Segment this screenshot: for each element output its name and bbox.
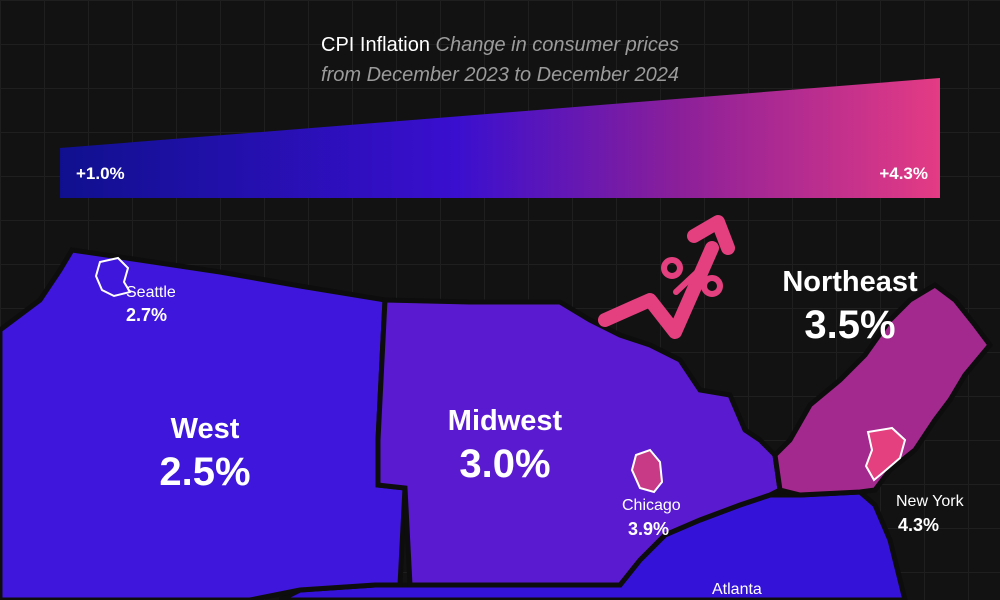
region-northeast-shape: [772, 281, 994, 498]
scale-min-label: +1.0%: [76, 164, 125, 183]
scale-max-label: +4.3%: [879, 164, 928, 183]
city-new-york-name: New York: [896, 493, 964, 510]
city-seattle-value: 2.7%: [126, 305, 168, 325]
chart-title: CPI Inflation Change in consumer prices …: [0, 30, 1000, 90]
city-seattle-name: Seattle: [126, 284, 176, 301]
region-west-name: West: [170, 413, 240, 445]
region-northeast-value: 3.5%: [804, 303, 896, 347]
title-sub-line1: Change in consumer prices: [435, 34, 679, 56]
region-midwest-value: 3.0%: [459, 442, 551, 486]
chicago-area-shape: [630, 448, 664, 494]
city-new-york-value: 4.3%: [898, 515, 940, 535]
region-midwest-name: Midwest: [447, 405, 563, 437]
region-west-value: 2.5%: [159, 450, 251, 494]
city-chicago-value: 3.9%: [628, 519, 670, 539]
title-sub-line2: from December 2023 to December 2024: [321, 64, 679, 86]
new-york-area-shape: [864, 426, 907, 482]
region-northeast-name: Northeast: [782, 266, 918, 298]
color-scale-bar: [60, 78, 940, 198]
city-chicago-name: Chicago: [622, 497, 681, 514]
title-lead: CPI Inflation: [321, 34, 430, 56]
color-scale-legend: +1.0% +4.3%: [60, 78, 940, 198]
city-atlanta-name: Atlanta: [712, 581, 762, 598]
region-west-shape: [0, 247, 408, 600]
seattle-area-shape: [94, 256, 132, 298]
percent-rising-arrow-icon: [598, 215, 735, 339]
